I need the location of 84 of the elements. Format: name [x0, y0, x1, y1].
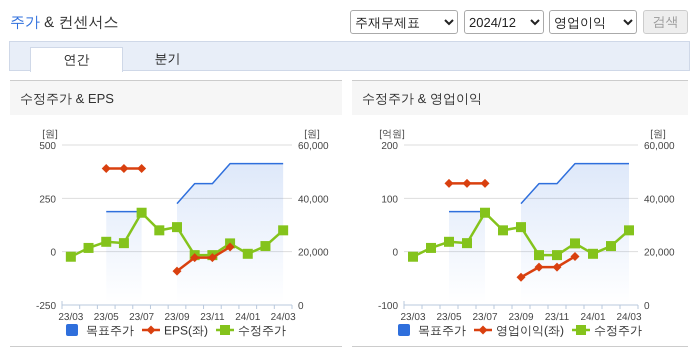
point	[66, 252, 76, 262]
point	[408, 252, 418, 262]
point	[552, 250, 562, 260]
point	[242, 248, 253, 259]
point	[226, 242, 235, 252]
point	[137, 164, 146, 173]
point	[588, 248, 598, 259]
text: 분기	[154, 50, 182, 68]
point	[101, 236, 112, 247]
point	[426, 242, 436, 253]
point	[462, 238, 472, 248]
x-tick-label: 23/05	[94, 312, 120, 323]
point	[172, 266, 182, 276]
x-tick-label: 23/09	[164, 312, 190, 323]
y-axis-title: [원]	[42, 129, 58, 140]
y2-tick-label: 60,000	[644, 141, 676, 152]
x-tick-label: 23/05	[436, 312, 462, 323]
point	[172, 222, 182, 232]
point	[444, 236, 454, 247]
point	[480, 178, 490, 188]
text: 검색	[643, 10, 688, 34]
point	[260, 241, 270, 252]
point	[498, 225, 508, 236]
text: 연간	[30, 47, 123, 72]
point	[534, 262, 544, 272]
x-tick-label: 23/07	[472, 312, 498, 323]
y2-axis-title: [원]	[304, 129, 320, 140]
y-tick-label: 0	[50, 248, 56, 259]
legend-label: EPS(좌)	[164, 324, 208, 338]
point	[278, 225, 288, 236]
y-tick-label: 500	[39, 141, 56, 152]
y-tick-label: -100	[378, 301, 398, 312]
y2-tick-label: 40,000	[644, 194, 676, 206]
x-tick-label: 24/03	[270, 312, 296, 323]
point	[118, 238, 129, 248]
point	[516, 222, 526, 232]
chart-title: 수정주가 & 영업이익	[352, 81, 688, 115]
point	[552, 262, 562, 272]
x-tick-label: 23/03	[400, 312, 426, 323]
x-tick-label: 24/01	[235, 312, 261, 323]
x-tick-label: 24/01	[580, 312, 606, 323]
point	[154, 225, 164, 236]
point	[534, 250, 544, 260]
point	[570, 238, 580, 248]
y-tick-label: 200	[381, 141, 398, 152]
point	[480, 208, 490, 218]
y-tick-label: 250	[39, 194, 56, 206]
x-tick-label: 23/11	[544, 312, 570, 323]
point	[136, 208, 147, 218]
y2-axis-title: [원]	[650, 129, 666, 140]
x-tick-label: 23/07	[129, 312, 155, 323]
point	[516, 272, 526, 282]
x-tick-label: 23/09	[508, 312, 534, 323]
point	[84, 242, 94, 253]
y-tick-label: 0	[392, 248, 398, 259]
point	[606, 241, 616, 252]
point	[462, 178, 472, 188]
y2-tick-label: 0	[298, 301, 304, 312]
y2-tick-label: 20,000	[298, 248, 330, 259]
text: 주가 & 컨센서스	[10, 13, 118, 32]
x-tick-label: 23/03	[58, 312, 84, 323]
y2-tick-label: 60,000	[298, 141, 330, 152]
point	[190, 253, 200, 262]
point	[444, 178, 454, 188]
legend-label: 수정주가	[594, 324, 642, 338]
x-tick-label: 24/03	[616, 312, 642, 323]
legend-label: 목표주가	[86, 324, 134, 338]
point	[624, 225, 634, 236]
y-axis-title: [억원]	[379, 129, 405, 140]
point	[570, 252, 580, 261]
legend-label: 목표주가	[418, 324, 466, 338]
y-tick-label: 100	[381, 194, 398, 206]
y-tick-label: -250	[36, 301, 56, 312]
text: 2024/12	[464, 10, 544, 34]
point	[102, 164, 111, 173]
text: 주재무제표	[350, 10, 458, 34]
chart-title: 수정주가 & EPS	[10, 81, 342, 115]
y2-tick-label: 20,000	[644, 248, 676, 259]
legend-label: 수정주가	[238, 324, 286, 338]
x-tick-label: 23/11	[200, 312, 225, 323]
legend-label: 영업이익(좌)	[496, 324, 564, 338]
y2-tick-label: 0	[644, 301, 650, 312]
y2-tick-label: 40,000	[298, 194, 330, 206]
text: 영업이익	[549, 10, 637, 34]
